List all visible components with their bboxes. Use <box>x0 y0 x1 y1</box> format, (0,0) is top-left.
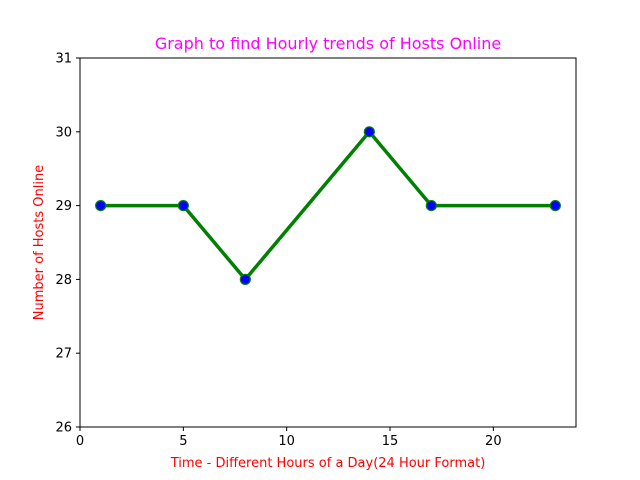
data-point <box>425 200 437 212</box>
data-point <box>239 273 251 285</box>
y-tick-label: 31 <box>55 52 72 67</box>
x-tick-label: 0 <box>76 434 84 449</box>
y-tick-label: 26 <box>55 421 72 436</box>
x-tick-label: 15 <box>382 434 399 449</box>
y-axis-label: Number of Hosts Online <box>32 165 47 320</box>
x-axis-label: Time - Different Hours of a Day(24 Hour … <box>170 456 486 471</box>
plot-area-frame <box>79 57 577 428</box>
data-point <box>363 126 375 138</box>
y-tick-label: 30 <box>55 125 72 140</box>
y-axis-ticks: 26 27 28 29 30 31 <box>55 52 80 436</box>
data-point <box>177 200 189 212</box>
series-layer <box>95 126 561 285</box>
x-axis-ticks: 0 5 10 15 20 <box>76 427 502 449</box>
data-point <box>549 200 561 212</box>
data-point <box>95 200 107 212</box>
y-tick-label: 28 <box>55 273 72 288</box>
series-line <box>100 130 556 282</box>
y-tick-label: 29 <box>55 199 72 214</box>
y-tick-label: 27 <box>55 347 72 362</box>
x-tick-label: 20 <box>485 434 502 449</box>
x-tick-label: 5 <box>179 434 187 449</box>
chart-title: Graph to find Hourly trends of Hosts Onl… <box>155 34 501 53</box>
x-tick-label: 10 <box>278 434 295 449</box>
